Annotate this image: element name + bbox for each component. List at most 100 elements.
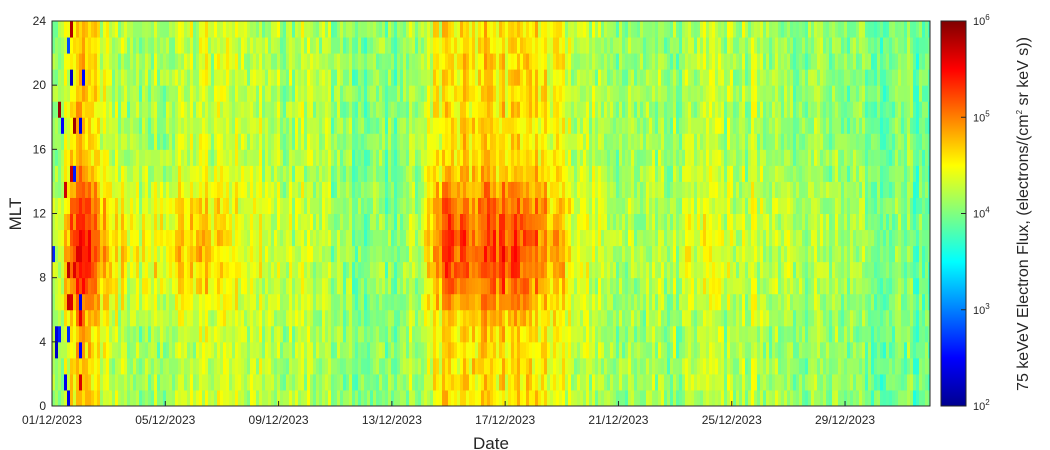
heatmap-cell — [139, 341, 143, 359]
heatmap-cell — [310, 213, 314, 231]
heatmap-cell — [496, 37, 500, 54]
heatmap-cell — [472, 245, 476, 263]
heatmap-cell — [127, 213, 131, 231]
heatmap-cell — [226, 37, 230, 54]
heatmap-cell — [199, 133, 203, 150]
heatmap-cell — [649, 21, 653, 38]
heatmap-cell — [451, 149, 455, 166]
heatmap-cell — [193, 69, 197, 86]
heatmap-cell — [145, 181, 149, 198]
heatmap-cell — [70, 21, 74, 38]
heatmap-cell — [307, 149, 311, 166]
heatmap-cell — [580, 357, 584, 375]
heatmap-cell — [415, 53, 419, 70]
heatmap-cell — [646, 309, 650, 327]
heatmap-cell — [556, 37, 560, 54]
heatmap-cell — [412, 213, 416, 231]
heatmap-cell — [343, 341, 347, 359]
heatmap-cell — [154, 181, 158, 198]
heatmap-cell — [493, 229, 497, 247]
heatmap-cell — [487, 261, 491, 279]
heatmap-cell — [112, 197, 116, 214]
heatmap-cell — [520, 117, 524, 134]
heatmap-cell — [85, 181, 89, 198]
heatmap-cell — [403, 117, 407, 134]
heatmap-cell — [406, 277, 410, 295]
heatmap-cell — [664, 117, 668, 134]
heatmap-cell — [607, 341, 611, 359]
heatmap-cell — [178, 325, 182, 343]
heatmap-cell — [619, 69, 623, 86]
heatmap-cell — [235, 229, 239, 247]
heatmap-cell — [499, 37, 503, 54]
heatmap-cell — [319, 373, 323, 391]
heatmap-cell — [109, 357, 113, 375]
heatmap-cell — [226, 325, 230, 343]
heatmap-cell — [595, 53, 599, 70]
heatmap-cell — [406, 53, 410, 70]
heatmap-cell — [220, 21, 224, 38]
heatmap-cell — [55, 357, 59, 375]
heatmap-cell — [535, 229, 539, 247]
heatmap-cell — [595, 293, 599, 311]
heatmap-cell — [394, 37, 398, 54]
heatmap-cell — [478, 21, 482, 38]
heatmap-cell — [574, 357, 578, 375]
heatmap-cell — [346, 229, 350, 247]
heatmap-cell — [493, 181, 497, 198]
heatmap-cell — [619, 277, 623, 295]
heatmap-cell — [118, 101, 122, 118]
heatmap-cell — [565, 261, 569, 279]
heatmap-cell — [607, 277, 611, 295]
heatmap-cell — [655, 149, 659, 166]
heatmap-cell — [637, 53, 641, 70]
heatmap-cell — [613, 117, 617, 134]
heatmap-cell — [364, 117, 368, 134]
heatmap-cell — [175, 165, 179, 182]
heatmap-cell — [493, 373, 497, 391]
heatmap-cell — [445, 229, 449, 247]
heatmap-cell — [337, 101, 341, 118]
heatmap-cell — [313, 373, 317, 391]
heatmap-cell — [649, 229, 653, 247]
heatmap-cell — [124, 389, 128, 407]
heatmap-cell — [466, 165, 470, 182]
heatmap-cell — [673, 133, 677, 150]
heatmap-cell — [655, 85, 659, 102]
heatmap-cell — [406, 213, 410, 231]
heatmap-cell — [184, 293, 188, 311]
heatmap-cell — [241, 293, 245, 311]
heatmap-cell — [157, 213, 161, 231]
heatmap-cell — [97, 373, 101, 391]
heatmap-cell — [451, 21, 455, 38]
heatmap-cell — [211, 21, 215, 38]
heatmap-cell — [241, 53, 245, 70]
heatmap-cell — [562, 85, 566, 102]
heatmap-cell — [310, 341, 314, 359]
heatmap-cell — [538, 133, 542, 150]
heatmap-cell — [544, 21, 548, 38]
heatmap-cell — [400, 37, 404, 54]
heatmap-cell — [85, 357, 89, 375]
heatmap-cell — [88, 181, 92, 198]
heatmap-cell — [283, 165, 287, 182]
heatmap-cell — [496, 181, 500, 198]
heatmap-cell — [142, 165, 146, 182]
heatmap-cell — [580, 197, 584, 214]
heatmap-cell — [316, 149, 320, 166]
heatmap-cell — [157, 69, 161, 86]
heatmap-cell — [448, 389, 452, 407]
heatmap-cell — [502, 213, 506, 231]
heatmap-cell — [325, 117, 329, 134]
heatmap-cell — [112, 373, 116, 391]
heatmap-cell — [472, 325, 476, 343]
heatmap-cell — [142, 373, 146, 391]
heatmap-cell — [361, 149, 365, 166]
heatmap-cell — [352, 85, 356, 102]
heatmap-cell — [592, 357, 596, 375]
heatmap-cell — [454, 373, 458, 391]
heatmap-cell — [151, 373, 155, 391]
heatmap-cell — [433, 389, 437, 407]
heatmap-cell — [529, 373, 533, 391]
heatmap-cell — [52, 101, 56, 118]
